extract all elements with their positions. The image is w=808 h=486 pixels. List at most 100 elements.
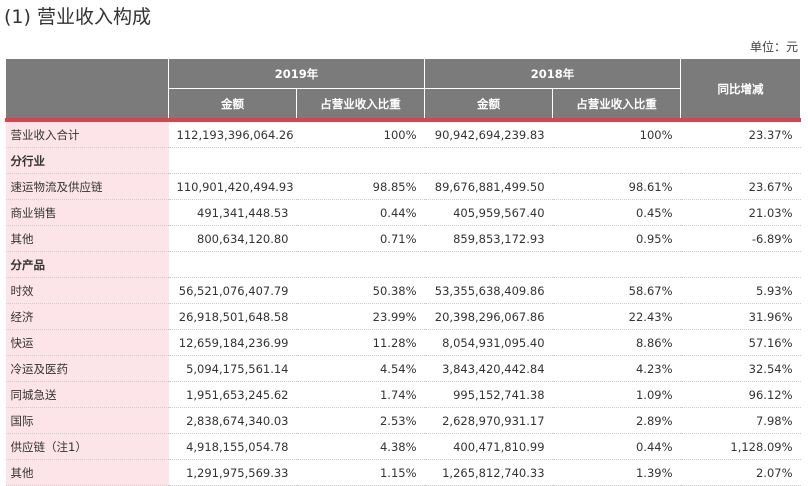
cell: 26,918,501,648.58: [168, 303, 297, 330]
cell: 89,676,881,499.50: [424, 173, 553, 200]
cell: 98.61%: [552, 173, 681, 200]
row-label: 分产品: [5, 251, 169, 278]
cell: 0.71%: [296, 225, 425, 252]
cell: 0.44%: [296, 199, 425, 226]
cell: 1,951,653,245.62: [168, 381, 297, 408]
cell: 800,634,120.80: [168, 225, 297, 252]
cell: 0.45%: [552, 199, 681, 226]
cell: 96.12%: [680, 381, 801, 408]
table-row: 速运物流及供应链 110,901,420,494.93 98.85% 89,676,8…: [5, 173, 801, 200]
header-row: 2019年 2018年 同比增减: [5, 58, 802, 121]
cell: 8,054,931,095.40: [424, 329, 553, 356]
cell: [424, 251, 553, 278]
row-label: 营业收入合计: [5, 118, 169, 148]
cell: [296, 251, 425, 278]
cell: 7.98%: [680, 407, 801, 434]
change-header: 同比增减: [680, 58, 802, 121]
cell: [680, 147, 801, 174]
cell: 31.96%: [680, 303, 801, 330]
title: (1) 营业收入构成: [4, 6, 151, 28]
cell: 8.86%: [552, 329, 681, 356]
subheader: 占营业收入比重: [295, 88, 426, 121]
cell: 491,341,448.53: [168, 199, 297, 226]
cell: 4.23%: [552, 355, 681, 382]
row-label: 分行业: [5, 147, 169, 174]
subheader: 占营业收入比重: [552, 88, 682, 121]
unit: 单位：元: [749, 40, 798, 54]
cell: 11.28%: [296, 329, 425, 356]
cell: 21.03%: [680, 199, 801, 226]
row-label: 经济: [5, 303, 169, 330]
year-header: 2018年: [424, 58, 682, 89]
row-label: 供应链（注1）: [5, 433, 169, 460]
cell: [168, 147, 297, 174]
cell: 1.15%: [296, 459, 425, 486]
cell: 2.07%: [680, 459, 801, 486]
cell: 53,355,638,409.86: [424, 277, 553, 304]
cell: 2,628,970,931.17: [424, 407, 553, 434]
cell: 2.89%: [552, 407, 681, 434]
cell: 58.67%: [552, 277, 681, 304]
table-row: 国际 2,838,674,340.03 2.53% 2,628,970,931.17 2…: [5, 407, 801, 434]
cell: 4.38%: [296, 433, 425, 460]
cell: 23.99%: [296, 303, 425, 330]
cell: 100%: [552, 118, 681, 148]
table-row: 时效 56,521,076,407.79 50.38% 53,355,638,409.…: [5, 277, 801, 304]
cell: 20,398,296,067.86: [424, 303, 553, 330]
cell: 50.38%: [296, 277, 425, 304]
cell: 0.44%: [552, 433, 681, 460]
cell: 5,094,175,561.14: [168, 355, 297, 382]
cell: 112,193,396,064.26: [168, 118, 297, 148]
table-row: 供应链（注1） 4,918,155,054.78 4.38% 400,471,810.…: [5, 433, 801, 460]
cell: 5.93%: [680, 277, 801, 304]
header-blank: [5, 58, 169, 121]
cell: 4,918,155,054.78: [168, 433, 297, 460]
cell: 90,942,694,239.83: [424, 118, 553, 148]
cell: 32.54%: [680, 355, 801, 382]
table-row: 其他 1,291,975,569.33 1.15% 1,265,812,740.33 1…: [5, 459, 801, 486]
cell: 3,843,420,442.84: [424, 355, 553, 382]
row-label: 同城急送: [5, 381, 169, 408]
revenue-table: 2019年 2018年 同比增减 金额 占营业收入比重 金额 占营业收入比重 营…: [5, 58, 802, 486]
table-row: 同城急送 1,951,653,245.62 1.74% 995,152,741.38 1…: [5, 381, 801, 408]
cell: 400,471,810.99: [424, 433, 553, 460]
cell: 22.43%: [552, 303, 681, 330]
cell: 57.16%: [680, 329, 801, 356]
row-label: 其他: [5, 459, 169, 486]
table-row: 营业收入合计 112,193,396,064.26 100% 90,942,694,2…: [5, 118, 801, 148]
cell: -6.89%: [680, 225, 801, 252]
cell: [680, 251, 801, 278]
cell: 859,853,172.93: [424, 225, 553, 252]
table-row: 经济 26,918,501,648.58 23.99% 20,398,296,067.…: [5, 303, 801, 330]
table-row: 商业销售 491,341,448.53 0.44% 405,959,567.40 0.4…: [5, 199, 801, 226]
cell: 56,521,076,407.79: [168, 277, 297, 304]
header-row: 金额 占营业收入比重 金额 占营业收入比重: [6, 88, 801, 121]
year-header: 2019年: [167, 58, 426, 89]
subheader: 金额: [168, 88, 297, 121]
row-label: 商业销售: [5, 199, 169, 226]
cell: 1.39%: [552, 459, 681, 486]
table-row: 其他 800,634,120.80 0.71% 859,853,172.93 0.95%…: [5, 225, 801, 252]
cell: 100%: [296, 118, 425, 148]
table-row: 分行业: [5, 147, 801, 174]
cell: 12,659,184,236.99: [168, 329, 297, 356]
cell: 0.95%: [552, 225, 681, 252]
cell: [168, 251, 297, 278]
cell: 1,291,975,569.33: [168, 459, 297, 486]
cell: 23.37%: [680, 118, 801, 148]
cell: [552, 147, 681, 174]
cell: 1.09%: [552, 381, 681, 408]
subheader: 金额: [424, 88, 554, 121]
cell: [424, 147, 553, 174]
table-row: 冷运及医药 5,094,175,561.14 4.54% 3,843,420,442.…: [5, 355, 801, 382]
cell: [296, 147, 425, 174]
row-label: 快运: [5, 329, 169, 356]
cell: 995,152,741.38: [424, 381, 553, 408]
cell: 2.53%: [296, 407, 425, 434]
cell: 1,265,812,740.33: [424, 459, 553, 486]
cell: 2,838,674,340.03: [168, 407, 297, 434]
table-row: 分产品: [5, 251, 801, 278]
cell: 23.67%: [680, 173, 801, 200]
table-row: 快运 12,659,184,236.99 11.28% 8,054,931,095.4…: [5, 329, 801, 356]
cell: 4.54%: [296, 355, 425, 382]
